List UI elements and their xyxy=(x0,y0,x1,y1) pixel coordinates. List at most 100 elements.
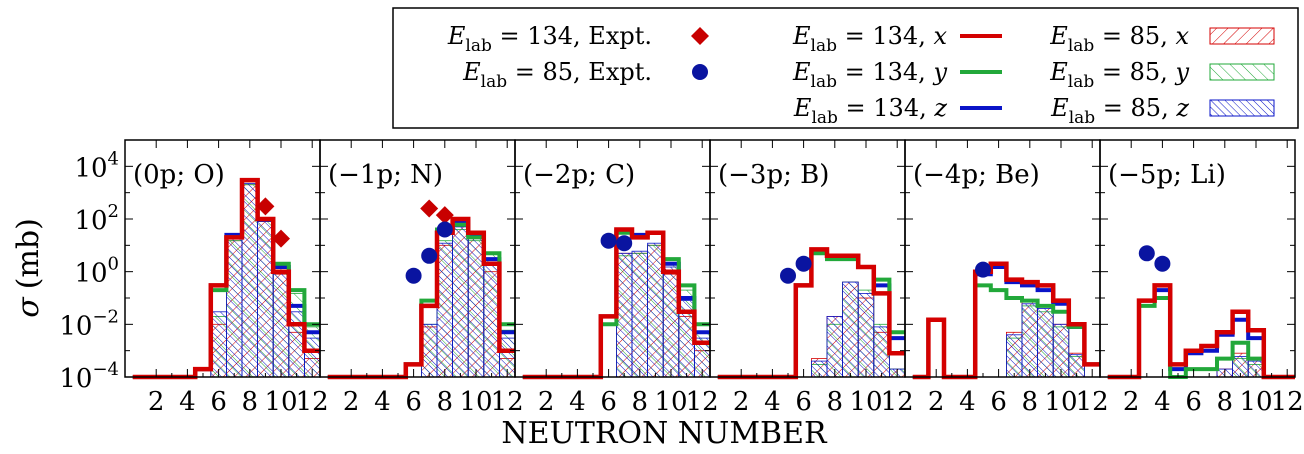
expt-134-point xyxy=(420,199,439,218)
y-tick-labels: 104 102 100 10−2 10−4 xyxy=(59,148,119,394)
x-tick-label: 8 xyxy=(1217,387,1234,417)
legend-label-x134: Elab = 134, x xyxy=(792,22,947,56)
expt-134-point xyxy=(272,229,290,248)
panel-label: (−1p; N) xyxy=(328,160,443,190)
legend-symbol-x85 xyxy=(1209,27,1275,45)
legend-label-z85: Elab = 85, z xyxy=(1050,94,1189,128)
panel-frame xyxy=(1099,139,1296,378)
x-tick-label: 12 xyxy=(881,387,914,417)
series-134-x xyxy=(1107,283,1295,380)
y-axis-label: σ (mb) xyxy=(11,218,46,318)
expt-134-point xyxy=(256,197,275,216)
bar-85-z xyxy=(826,315,844,378)
expt-134-point xyxy=(435,206,454,225)
x-tick-label: 10 xyxy=(459,387,492,417)
x-tick-label: 2 xyxy=(343,387,360,417)
expt-85-point xyxy=(421,247,438,264)
x-tick-label: 2 xyxy=(538,387,555,417)
bar-85-z xyxy=(842,281,859,378)
x-tick-label: 6 xyxy=(1185,387,1202,417)
x-tick-label: 2 xyxy=(148,387,165,417)
x-tick-label: 12 xyxy=(686,387,719,417)
bar-85-z xyxy=(467,238,485,378)
x-tick-label: 4 xyxy=(959,387,976,417)
x-tick-label: 4 xyxy=(374,387,391,417)
bar-85-z xyxy=(288,311,305,378)
y-tick-label: 100 xyxy=(74,254,119,289)
x-tick-label: 6 xyxy=(795,387,812,417)
x-tick-label: 2 xyxy=(928,387,945,417)
x-tick-label: 8 xyxy=(242,387,259,417)
bar-85-z xyxy=(257,221,274,378)
expt-85-point xyxy=(616,235,633,252)
panel-label: (−3p; B) xyxy=(718,160,829,190)
legend-box xyxy=(392,7,1299,129)
legend-symbol-z85 xyxy=(1209,99,1275,117)
bar-85-z xyxy=(662,266,680,378)
x-tick-label: 10 xyxy=(264,387,297,417)
x-tick-label: 2 xyxy=(1123,387,1140,417)
legend-label-y134: Elab = 134, y xyxy=(792,58,947,92)
legend-label-expt134: Elab = 134, Expt. xyxy=(447,22,652,56)
bar-85-z xyxy=(1006,334,1023,378)
legend-label-z134: Elab = 134, z xyxy=(793,94,947,128)
x-tick-label: 8 xyxy=(437,387,454,417)
legend: Elab = 134, Expt.Elab = 85, Expt. Elab = … xyxy=(392,7,1299,129)
expt-85-point xyxy=(600,232,617,249)
panel-label: (−5p; Li) xyxy=(1108,160,1226,190)
x-tick-label: 6 xyxy=(405,387,422,417)
y-tick-label: 10−2 xyxy=(59,306,119,341)
x-tick-label: 10 xyxy=(654,387,687,417)
x-tick-label: 12 xyxy=(296,387,329,417)
bar-85-z xyxy=(272,271,290,378)
x-tick-label: 6 xyxy=(990,387,1007,417)
x-tick-label: 8 xyxy=(1022,387,1039,417)
bar-85-z xyxy=(483,263,500,378)
x-tick-label: 12 xyxy=(1271,387,1304,417)
bar-85-z xyxy=(1021,303,1039,378)
legend-symbol-expt134 xyxy=(691,27,709,45)
bar-85-z xyxy=(436,242,454,378)
bar-85-z xyxy=(225,236,243,378)
svg-text:σ(mb): σ (mb) xyxy=(11,218,46,318)
expt-85-point xyxy=(436,221,453,238)
x-tick-label: 6 xyxy=(600,387,617,417)
x-axis-label: NEUTRON NUMBER xyxy=(501,416,828,450)
series-134-z xyxy=(1107,288,1295,379)
expt-85-point xyxy=(1138,245,1155,262)
legend-label-expt85: Elab = 85, Expt. xyxy=(462,58,652,92)
bar-85-z xyxy=(1037,308,1054,378)
x-tick-label: 4 xyxy=(764,387,781,417)
bar-85-z xyxy=(241,183,259,378)
x-tick-label: 4 xyxy=(569,387,586,417)
expt-85-point xyxy=(1154,255,1171,272)
bar-85-z xyxy=(873,326,890,378)
legend-symbol-expt85 xyxy=(692,64,708,80)
y-axis-label-unit: (mb) xyxy=(11,218,46,289)
panel-label: (−4p; Be) xyxy=(913,160,1040,190)
legend-label-y85: Elab = 85, y xyxy=(1049,58,1189,92)
x-tick-label: 6 xyxy=(210,387,227,417)
legend-symbol-y85 xyxy=(1209,63,1275,81)
bar-85-z xyxy=(420,323,438,378)
bar-85-z xyxy=(616,252,633,378)
x-tick-label: 8 xyxy=(632,387,649,417)
x-tick-label: 10 xyxy=(849,387,882,417)
x-tick-label: 12 xyxy=(1076,387,1109,417)
panel-label: (−2p; C) xyxy=(523,160,635,190)
bar-85-z xyxy=(857,292,875,378)
expt-85-point xyxy=(405,267,422,284)
x-tick-label: 4 xyxy=(179,387,196,417)
y-tick-label: 102 xyxy=(74,201,119,236)
series-134-x xyxy=(912,261,1100,380)
bar-85-z xyxy=(647,242,664,378)
expt-85-point xyxy=(795,255,812,272)
